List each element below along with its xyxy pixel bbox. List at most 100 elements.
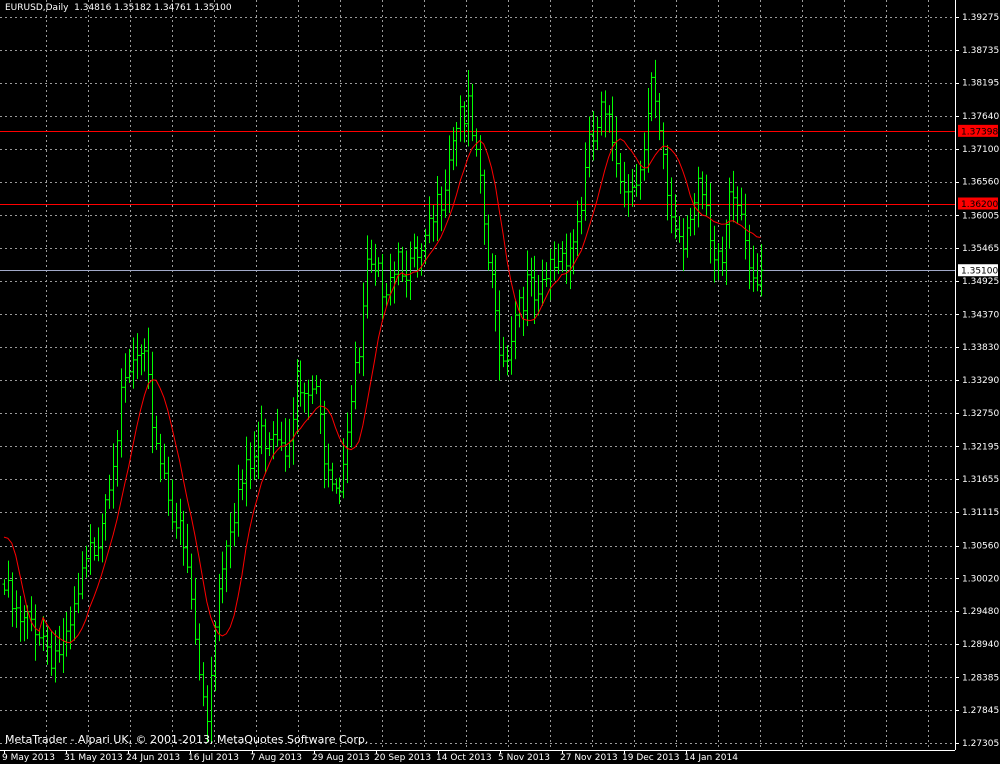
price-bar-104: [408, 241, 413, 300]
price-bar-68: [267, 432, 272, 456]
x-tick-label-3: 16 Jul 2013: [188, 753, 239, 763]
price-bar-130: [509, 316, 514, 375]
price-bar-40: [158, 433, 163, 483]
x-tick-label-5: 29 Aug 2013: [312, 753, 370, 763]
price-tag-box-0: [958, 124, 998, 137]
price-bar-48: [189, 553, 194, 610]
y-tick-label-2: 1.38195: [962, 79, 999, 89]
price-bar-34: [135, 333, 140, 380]
price-bar-87: [341, 438, 346, 499]
price-bar-42: [166, 456, 171, 516]
y-tick-label-9: 1.34370: [962, 310, 999, 320]
y-tick-label-18: 1.29480: [962, 607, 999, 617]
price-bar-111: [435, 175, 440, 242]
price-bar-43: [170, 479, 175, 530]
y-tick-label-4: 1.37100: [962, 145, 999, 155]
price-bar-152: [595, 116, 600, 151]
y-tick-label-20: 1.28385: [962, 673, 999, 683]
x-tick-label-2: 24 Jun 2013: [126, 753, 180, 763]
x-tick-label-8: 5 Nov 2013: [498, 753, 550, 763]
price-bar-67: [263, 418, 268, 474]
price-bar-74: [291, 397, 296, 465]
y-tick-label-0: 1.39275: [962, 13, 999, 23]
price-bar-131: [513, 300, 518, 360]
price-bar-141: [552, 241, 557, 281]
price-bar-177: [692, 193, 697, 236]
price-bar-50: [197, 623, 202, 681]
price-bar-182: [712, 225, 717, 283]
y-tick-label-16: 1.30560: [962, 542, 999, 552]
price-bar-93: [365, 235, 370, 319]
price-bar-86: [337, 477, 342, 505]
price-bar-49: [193, 577, 198, 645]
price-bar-76: [298, 360, 303, 407]
price-bar-176: [688, 207, 693, 237]
price-bar-117: [458, 95, 463, 142]
price-bar-146: [571, 229, 576, 275]
price-bar-144: [564, 233, 569, 284]
price-tag-label-0: 1.37398: [961, 127, 998, 137]
price-bar-113: [443, 169, 448, 218]
price-bar-57: [224, 540, 229, 593]
y-tick-label-7: 1.35465: [962, 244, 999, 254]
price-bar-91: [357, 347, 362, 374]
price-bar-108: [423, 228, 428, 265]
price-bar-129: [505, 345, 510, 376]
price-bar-126: [493, 255, 498, 332]
price-bar-18: [72, 586, 77, 641]
price-bar-186: [727, 177, 732, 249]
price-bar-32: [127, 348, 132, 383]
price-bar-170: [665, 144, 670, 221]
price-bar-59: [232, 502, 237, 547]
y-tick-label-13: 1.32195: [962, 442, 999, 452]
price-bar-172: [673, 194, 678, 239]
price-bar-173: [677, 216, 682, 243]
price-bar-38: [150, 351, 155, 454]
price-bar-80: [314, 375, 319, 395]
price-bar-164: [642, 132, 647, 181]
price-bar-140: [548, 248, 553, 301]
y-tick-label-1: 1.38735: [962, 46, 999, 56]
price-bar-189: [739, 187, 744, 221]
price-bar-153: [599, 91, 604, 136]
price-bar-29: [115, 429, 120, 487]
price-bar-44: [174, 502, 179, 539]
price-bar-70: [275, 408, 280, 447]
price-bar-69: [271, 421, 276, 460]
y-tick-label-19: 1.28940: [962, 640, 999, 650]
price-bar-98: [384, 282, 389, 307]
price-bar-167: [653, 59, 658, 119]
y-tick-label-10: 1.33830: [962, 343, 999, 353]
price-bar-94: [369, 239, 374, 273]
price-bar-64: [252, 431, 257, 481]
price-bar-148: [579, 196, 584, 235]
price-bar-101: [396, 242, 401, 286]
price-bar-31: [123, 353, 128, 403]
price-bar-183: [716, 242, 721, 281]
price-bar-187: [731, 170, 736, 223]
price-bar-14: [57, 625, 62, 663]
price-bar-160: [626, 174, 631, 217]
price-bar-20: [80, 551, 85, 600]
price-bar-156: [610, 96, 615, 162]
price-bar-23: [92, 537, 97, 561]
price-bar-109: [427, 196, 432, 244]
y-tick-label-12: 1.32750: [962, 409, 999, 419]
price-bar-88: [345, 412, 350, 484]
price-bar-100: [392, 261, 397, 304]
price-bar-193: [755, 253, 760, 292]
price-bar-122: [478, 135, 483, 194]
price-bar-33: [131, 337, 136, 389]
price-bar-190: [743, 193, 748, 260]
price-bar-119: [466, 69, 471, 147]
price-bar-58: [228, 512, 233, 569]
price-bar-84: [330, 462, 335, 492]
price-bar-168: [657, 92, 662, 141]
price-bar-142: [556, 243, 561, 274]
price-bar-56: [220, 551, 225, 604]
price-bar-39: [154, 415, 159, 450]
price-bar-171: [669, 177, 674, 234]
price-bar-138: [540, 259, 545, 306]
